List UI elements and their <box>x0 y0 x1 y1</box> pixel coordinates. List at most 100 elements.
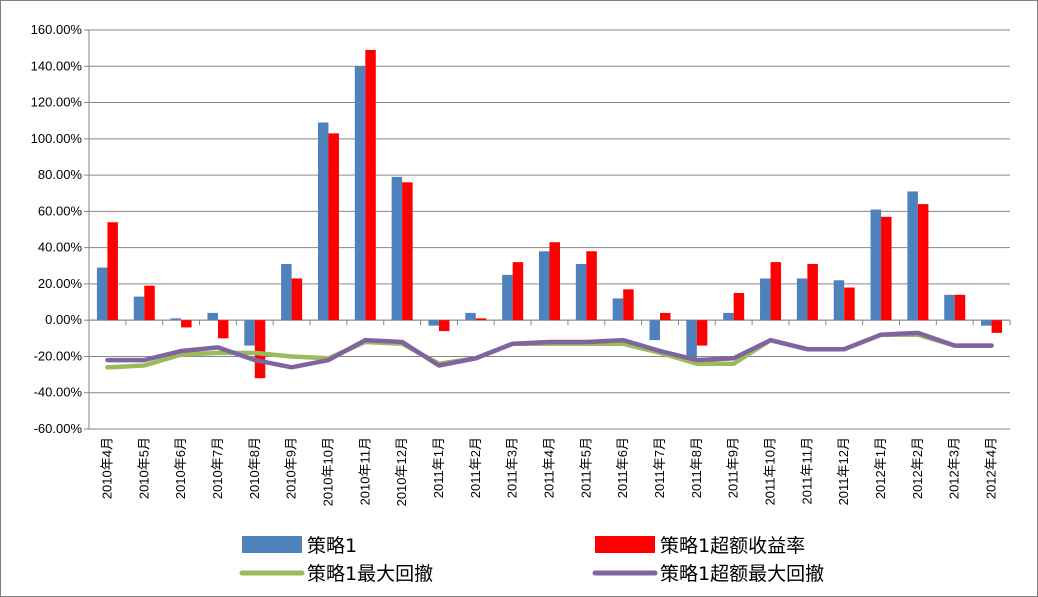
bar-1 <box>649 320 661 341</box>
y-axis-tick-label: 100.00% <box>31 131 83 146</box>
y-axis-tick-label: 20.00% <box>38 276 83 291</box>
bar-1 <box>833 280 845 321</box>
bar-2 <box>696 320 708 346</box>
bar-2 <box>254 320 266 379</box>
bar-1 <box>870 209 882 321</box>
y-axis-tick-label: 0.00% <box>45 312 82 327</box>
bar-series <box>96 49 1003 379</box>
bar-2 <box>954 294 966 321</box>
bar-2 <box>217 320 229 339</box>
x-axis-category-label: 2011年12月 <box>836 437 851 505</box>
x-axis-category-label: 2012年1月 <box>873 437 888 499</box>
bar-1 <box>575 263 587 321</box>
x-axis-category-label: 2010年8月 <box>247 437 262 499</box>
x-axis-category-label: 2010年11月 <box>357 437 372 505</box>
bar-2 <box>586 251 597 321</box>
x-axis-category-label: 2010年6月 <box>173 437 188 499</box>
y-axis-tick-label: 160.00% <box>31 22 83 37</box>
bar-2 <box>733 292 745 321</box>
bar-2 <box>917 204 929 321</box>
bar-2 <box>475 318 487 321</box>
x-axis-category-label: 2011年9月 <box>726 437 741 498</box>
bar-1 <box>465 312 476 321</box>
x-axis-category-label: 2010年7月 <box>210 437 225 499</box>
bar-1 <box>281 263 292 321</box>
bar-2 <box>144 285 155 321</box>
legend-label-series-4: 策略1超额最大回撤 <box>660 563 824 585</box>
x-axis-category-label: 2012年2月 <box>910 437 925 499</box>
x-axis-category-label: 2010年10月 <box>320 437 335 506</box>
bar-1 <box>723 312 734 321</box>
legend-swatch-series-1 <box>242 536 302 553</box>
bar-2 <box>881 216 892 321</box>
x-axis-category-label: 2010年12月 <box>394 437 409 506</box>
bar-1 <box>207 312 218 321</box>
bar-1 <box>981 320 992 326</box>
bar-1 <box>96 267 108 321</box>
y-axis-tick-label: 40.00% <box>38 240 83 255</box>
x-axis-category-label: 2011年10月 <box>763 437 778 505</box>
legend-label-series-2: 策略1超额收益率 <box>660 535 805 557</box>
bar-1 <box>244 320 255 346</box>
x-axis-category-label: 2010年9月 <box>284 437 299 499</box>
bar-1 <box>612 298 624 321</box>
y-axis-tick-label: -60.00% <box>34 421 83 436</box>
y-axis-tick-label: -40.00% <box>34 385 83 400</box>
x-axis-category-label: 2012年3月 <box>947 437 962 499</box>
x-axis-category-label: 2011年7月 <box>652 437 667 498</box>
x-axis-category-label: 2011年6月 <box>615 437 630 498</box>
bar-2 <box>549 242 560 321</box>
bar-1 <box>317 122 329 321</box>
bar-1 <box>796 278 808 321</box>
line-series-1 <box>105 332 994 370</box>
line-series <box>105 330 994 370</box>
bar-1 <box>354 66 366 321</box>
legend-label-series-3: 策略1最大回撤 <box>307 563 433 585</box>
bar-1 <box>428 320 439 326</box>
bar-1 <box>760 278 771 321</box>
x-axis-category-label: 2011年11月 <box>799 437 814 504</box>
bar-1 <box>170 318 182 321</box>
bar-2 <box>844 287 855 321</box>
bar-2 <box>181 320 192 328</box>
x-axis-category-label: 2011年5月 <box>578 437 593 498</box>
bar-2 <box>807 263 818 321</box>
x-axis-category-label: 2011年1月 <box>431 437 446 498</box>
x-axis-category-label: 2012年4月 <box>984 437 999 499</box>
bar-1 <box>944 294 955 321</box>
bar-2 <box>107 222 118 321</box>
y-axis-tick-label: 120.00% <box>31 95 83 110</box>
bar-2 <box>623 289 634 321</box>
x-axis-category-label: 2010年4月 <box>99 437 114 499</box>
line-series-2 <box>105 330 994 370</box>
bar-2 <box>438 320 450 332</box>
x-axis-tick-labels: 2010年4月 2010年5月 2010年6月 2010年7月 2010年8月 2010年… <box>99 437 998 506</box>
bar-1 <box>502 274 513 321</box>
bar-1 <box>907 191 918 321</box>
bar-2 <box>291 278 303 321</box>
y-axis-tick-label: 140.00% <box>31 58 83 73</box>
bar-2 <box>660 312 671 321</box>
bar-2 <box>328 133 339 321</box>
bar-2 <box>991 320 1003 333</box>
y-axis-tick-label: -20.00% <box>34 348 83 363</box>
y-axis-tick-label: 80.00% <box>38 167 83 182</box>
legend-swatch-series-2 <box>595 536 655 553</box>
x-axis-category-label: 2011年8月 <box>689 437 704 498</box>
bar-1 <box>133 296 145 321</box>
x-axis-category-label: 2011年4月 <box>542 437 557 498</box>
y-axis-tick-labels: 160.00% 140.00% 120.00% 100.00% 80.00% 60.00%… <box>31 22 83 436</box>
bar-1 <box>686 320 697 359</box>
x-axis-category-label: 2010年5月 <box>136 437 151 499</box>
legend: 策略1 策略1超额收益率 策略1最大回撤 策略1超额最大回撤 <box>239 535 824 585</box>
y-axis-tick-label: 60.00% <box>38 203 83 218</box>
x-axis-category-label: 2011年2月 <box>468 437 483 498</box>
bar-1 <box>539 251 550 321</box>
bar-2 <box>512 262 524 321</box>
legend-label-series-1: 策略1 <box>307 535 357 557</box>
bar-2 <box>365 49 376 321</box>
bar-2 <box>770 262 782 321</box>
bar-1 <box>391 176 403 321</box>
x-axis-category-label: 2011年3月 <box>505 437 520 498</box>
